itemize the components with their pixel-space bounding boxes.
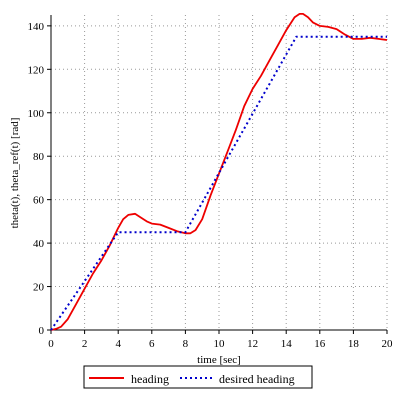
legend[interactable]: heading desired heading	[83, 365, 313, 389]
y-axis-label: theta(t), theta_ref(t) [rad]	[9, 118, 21, 229]
x-tick-label: 12	[247, 338, 258, 350]
desired-heading-line	[50, 35, 387, 331]
heading-line	[50, 12, 388, 331]
y-ticks: 0 20 40 60 80 100 120 140	[28, 21, 51, 337]
x-tick-label: 18	[348, 338, 360, 350]
y-tick-label: 80	[33, 151, 45, 163]
x-tick-label: 10	[214, 338, 226, 350]
y-tick-label: 60	[33, 195, 45, 207]
y-tick-label: 40	[33, 238, 45, 250]
grid-lines	[51, 15, 388, 330]
y-tick-label: 140	[28, 21, 45, 33]
y-tick-label: 100	[28, 108, 45, 120]
x-tick-label: 14	[281, 338, 293, 350]
x-tick-label: 16	[314, 338, 326, 350]
x-tick-label: 6	[149, 338, 155, 350]
y-tick-label: 120	[28, 64, 45, 76]
x-tick-label: 4	[115, 338, 121, 350]
x-tick-label: 0	[48, 338, 54, 350]
y-tick-label: 0	[39, 325, 45, 337]
x-tick-label: 20	[382, 338, 394, 350]
x-axis-label: time [sec]	[197, 354, 241, 366]
x-ticks: 0 2 4 6 8 10 12 14 16 18 20	[48, 330, 393, 350]
x-tick-label: 2	[82, 338, 88, 350]
legend-heading-label: heading	[131, 372, 169, 386]
y-tick-label: 20	[33, 282, 45, 294]
legend-desired-heading-label: desired heading	[219, 372, 295, 386]
legend-box	[83, 365, 313, 389]
x-tick-label: 8	[183, 338, 189, 350]
series-lines	[50, 12, 388, 331]
